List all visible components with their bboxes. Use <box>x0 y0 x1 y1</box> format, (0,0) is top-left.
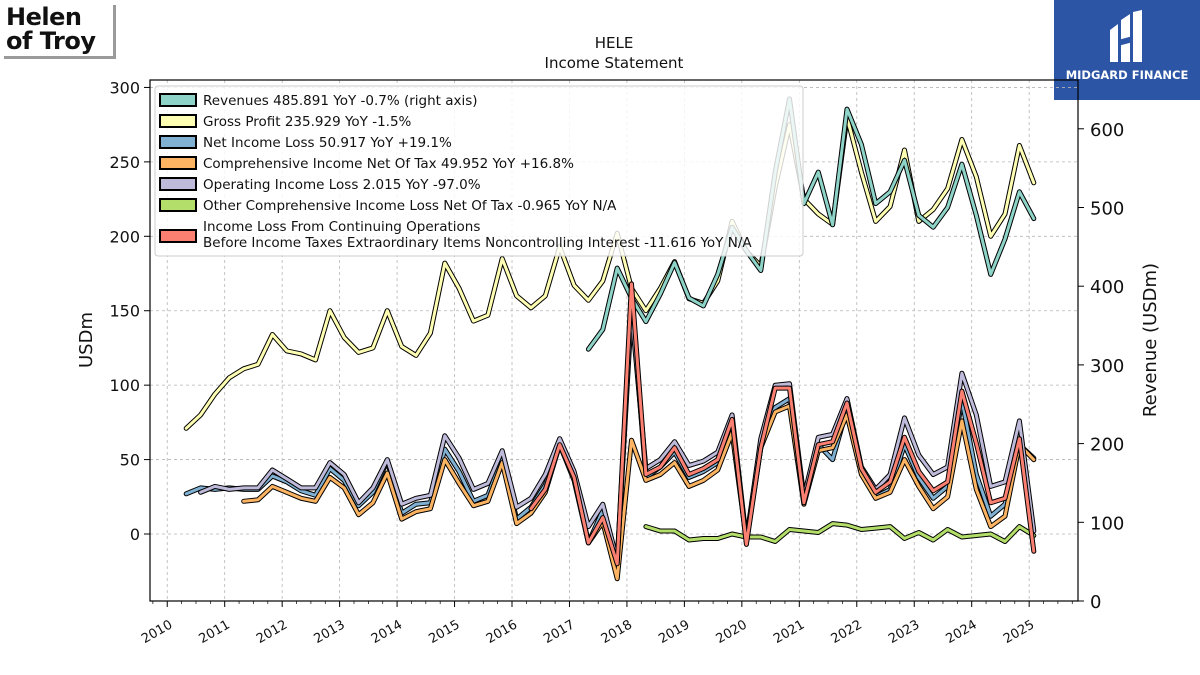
x-tick-label: 2010 <box>139 617 175 647</box>
legend-label: Operating Income Loss 2.015 YoY -97.0% <box>203 177 481 193</box>
legend-swatch <box>159 177 197 191</box>
x-tick-label: 2021 <box>771 617 807 647</box>
series-outline-income-loss-from-continuing-operations-before-income-taxes-extraordinary-items-noncontrolling-interest <box>528 281 1037 567</box>
y-axis-label-left: USDm <box>76 312 97 368</box>
series-line-other-comprehensive-income-loss-net-of-tax <box>644 522 1036 543</box>
y-right-tick-label: 200 <box>1090 435 1124 456</box>
legend-label: Net Income Loss 50.917 YoY +19.1% <box>203 135 452 151</box>
logo-company-name: MIDGARD FINANCE <box>1065 68 1189 82</box>
midgard-emblem-icon <box>1110 10 1142 62</box>
y-tick-label: 200 <box>109 227 140 246</box>
legend-label: Other Comprehensive Income Loss Net Of T… <box>203 198 617 214</box>
legend-label: Income Loss From Continuing Operations <box>203 219 480 235</box>
x-tick-label: 2019 <box>656 617 692 647</box>
logo-line-1: Helen <box>6 3 82 31</box>
legend-item: Net Income Loss 50.917 YoY +19.1% <box>159 135 452 151</box>
series-line-revenues <box>586 97 1036 351</box>
y-tick-label: 150 <box>109 302 140 321</box>
y-right-tick-label: 400 <box>1090 277 1124 298</box>
x-tick-label: 2012 <box>254 617 290 647</box>
x-tick-label: 2011 <box>197 617 233 647</box>
legend-swatch <box>159 135 197 149</box>
y-tick-label: 0 <box>130 525 140 544</box>
legend-item: Other Comprehensive Income Loss Net Of T… <box>159 198 617 214</box>
x-tick-label: 2016 <box>484 617 520 647</box>
x-tick-label: 2018 <box>599 617 635 647</box>
legend-swatch <box>159 229 197 243</box>
chart-title: HELE <box>595 34 634 52</box>
x-tick-label: 2013 <box>311 617 347 647</box>
x-tick-label: 2022 <box>829 617 865 647</box>
x-tick-label: 2024 <box>944 617 980 647</box>
chart-subtitle: Income Statement <box>545 54 684 72</box>
x-tick-label: 2017 <box>541 617 577 647</box>
legend-item: Comprehensive Income Net Of Tax 49.952 Y… <box>159 156 574 172</box>
midgard-finance-logo: MIDGARD FINANCE <box>1054 0 1200 100</box>
y-tick-label: 300 <box>109 78 140 97</box>
y-right-tick-label: 600 <box>1090 120 1124 141</box>
y-tick-label: 50 <box>120 451 140 470</box>
y-right-tick-label: 300 <box>1090 356 1124 377</box>
legend-item: Revenues 485.891 YoY -0.7% (right axis) <box>159 93 478 109</box>
y-tick-label: 100 <box>109 376 140 395</box>
x-tick-label: 2025 <box>1001 617 1037 647</box>
legend-label: Gross Profit 235.929 YoY -1.5% <box>203 114 412 130</box>
plot-frame <box>149 79 1079 602</box>
legend: Revenues 485.891 YoY -0.7% (right axis) … <box>154 85 804 257</box>
legend-label: Revenues 485.891 YoY -0.7% (right axis) <box>203 93 478 109</box>
legend-item: Income Loss From Continuing Operations B… <box>159 219 752 251</box>
series-layer <box>183 96 1037 582</box>
x-tick-label: 2015 <box>426 617 462 647</box>
legend-label: Before Income Taxes Extraordinary Items … <box>203 235 752 251</box>
series-line-income-loss-from-continuing-operations-before-income-taxes-extraordinary-items-noncontrolling-interest <box>529 282 1036 566</box>
series-line-gross-profit <box>184 115 1036 430</box>
legend-item: Operating Income Loss 2.015 YoY -97.0% <box>159 177 481 193</box>
legend-label: Comprehensive Income Net Of Tax 49.952 Y… <box>203 156 574 172</box>
y-right-tick-label: 0 <box>1090 592 1101 613</box>
legend-item: Gross Profit 235.929 YoY -1.5% <box>159 114 412 130</box>
x-tick-label: 2023 <box>886 617 922 647</box>
y-right-tick-label: 100 <box>1090 513 1124 534</box>
y-tick-label: 250 <box>109 153 140 172</box>
helen-of-troy-logo: Helen of Troy <box>4 3 116 59</box>
legend-swatch <box>159 93 197 107</box>
y-axis-label-right: Revenue (USDm) <box>1140 263 1161 417</box>
legend-swatch <box>159 114 197 128</box>
legend-swatch <box>159 198 197 212</box>
legend-box <box>154 85 804 257</box>
logo-line-2: of Troy <box>6 27 96 55</box>
legend-swatch <box>159 156 197 170</box>
x-tick-label: 2020 <box>714 617 750 647</box>
series-line-comprehensive-income-net-of-tax <box>242 404 1036 581</box>
y-right-tick-label: 500 <box>1090 198 1124 219</box>
x-tick-label: 2014 <box>369 617 405 647</box>
series-outline-comprehensive-income-net-of-tax <box>241 403 1037 582</box>
